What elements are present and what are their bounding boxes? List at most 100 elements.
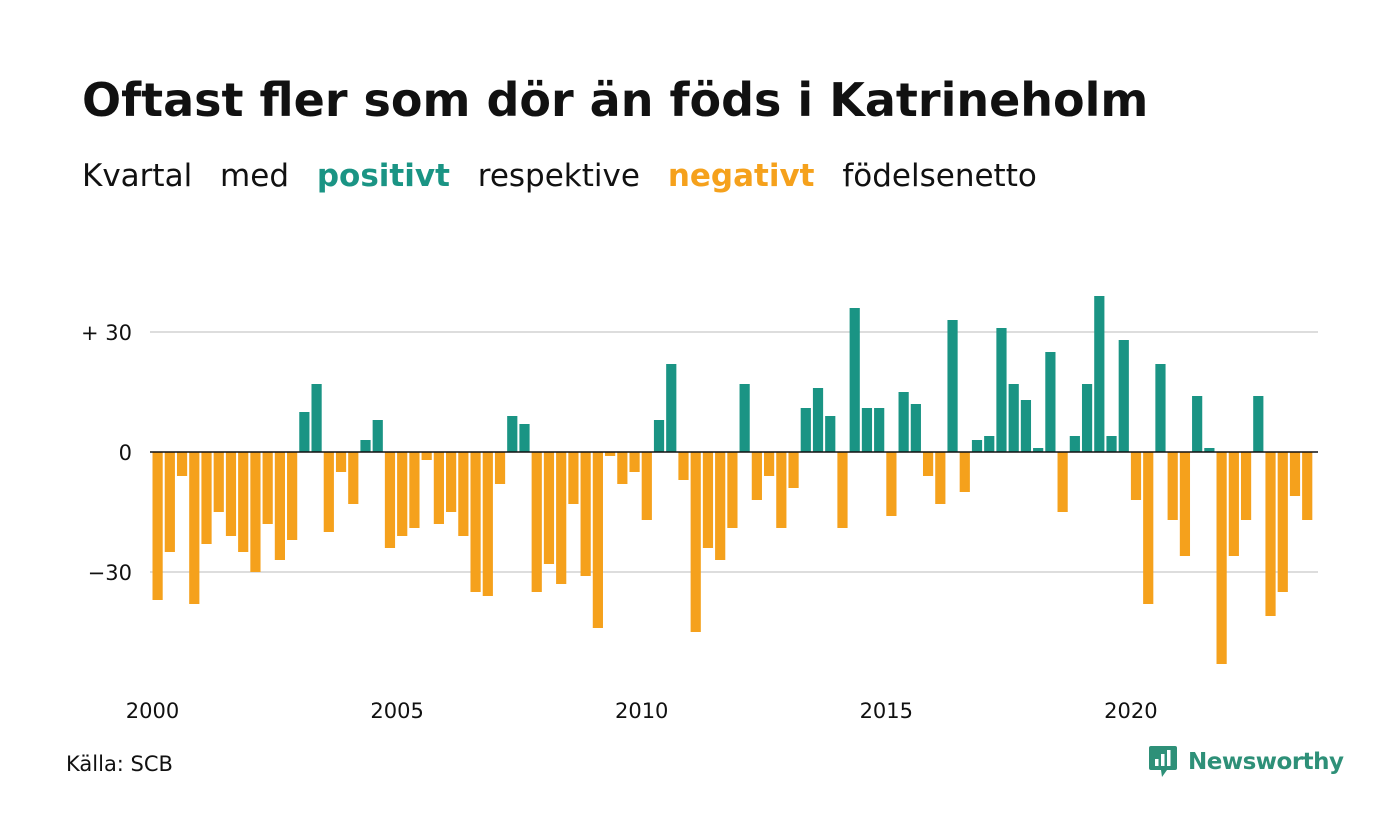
bar [397, 452, 408, 536]
y-tick-label: + 30 [81, 321, 132, 345]
bar [764, 452, 775, 476]
brand-name: Newsworthy [1188, 749, 1344, 775]
bar [274, 452, 285, 560]
bar [299, 412, 310, 452]
bar [592, 452, 603, 628]
bar [507, 416, 518, 452]
bar [812, 388, 824, 452]
subtitle-word-birth-net: födelsenetto [842, 158, 1037, 194]
bar [1033, 448, 1044, 452]
bar [1081, 384, 1093, 452]
bar [702, 452, 714, 548]
bar [384, 452, 396, 548]
bar [164, 452, 175, 552]
bar [739, 384, 750, 452]
bar [1020, 400, 1032, 452]
bar [849, 308, 860, 452]
bar [311, 384, 322, 452]
bar [225, 452, 237, 536]
bar [1277, 452, 1288, 592]
bar [935, 452, 946, 504]
bar [641, 452, 652, 520]
bar [1265, 452, 1276, 616]
bar [152, 452, 163, 600]
bar [910, 404, 921, 452]
bar [1302, 452, 1313, 520]
bar [250, 452, 261, 572]
x-tick-label: 2010 [615, 699, 668, 723]
bar [1253, 396, 1264, 452]
bar [519, 424, 530, 452]
bar [825, 416, 836, 452]
brand-logo-group: Newsworthy [1148, 742, 1344, 782]
bar [238, 452, 249, 552]
chart-title: Oftast fler som dör än föds i Katrinehol… [82, 73, 1149, 127]
bar [335, 452, 347, 472]
bar [715, 452, 726, 560]
bar [996, 328, 1007, 452]
bar [1192, 396, 1203, 452]
y-tick-label: −30 [88, 561, 132, 585]
bar [568, 452, 579, 504]
bar [678, 452, 689, 480]
bar [531, 452, 542, 592]
bar [470, 452, 481, 592]
bar [1204, 448, 1215, 452]
bar [861, 408, 873, 452]
subtitle-word-quarter: Kvartal [82, 158, 193, 194]
x-tick-label: 2000 [126, 699, 179, 723]
bar [666, 364, 677, 452]
bar [1216, 452, 1227, 664]
bar [727, 452, 738, 528]
bar [1155, 364, 1166, 452]
bar [458, 452, 469, 536]
bar [1118, 340, 1129, 452]
subtitle-negative-label: negativt [667, 158, 815, 194]
bar [690, 452, 701, 632]
bar [788, 452, 799, 488]
subtitle-word-respectively: respektive [477, 158, 640, 194]
bar [1008, 384, 1019, 452]
bar [800, 408, 811, 452]
bar [617, 452, 628, 484]
bar [433, 452, 444, 524]
bar [201, 452, 212, 544]
bar [372, 420, 383, 452]
bar [1069, 436, 1080, 452]
bar [776, 452, 787, 528]
bar [262, 452, 273, 524]
subtitle-positive-label: positivt [316, 158, 450, 194]
bar [409, 452, 420, 528]
bar [556, 452, 567, 584]
bar [176, 452, 188, 476]
bar [959, 452, 970, 492]
bar [1057, 452, 1068, 512]
subtitle-word-with: med [220, 158, 289, 194]
bar [213, 452, 224, 512]
bar [629, 452, 640, 472]
bar [984, 436, 995, 452]
bar [421, 452, 432, 460]
chart-subtitle: Kvartal med positivt respektive negativt… [82, 156, 1055, 196]
bar [323, 452, 334, 532]
bar [1289, 452, 1301, 496]
bar [874, 408, 885, 452]
bar [287, 452, 298, 540]
bar [1179, 452, 1191, 556]
bar [348, 452, 359, 504]
bar [947, 320, 958, 452]
bar [886, 452, 897, 516]
x-tick-label: 2015 [860, 699, 913, 723]
bar [1240, 452, 1252, 520]
bar [971, 440, 983, 452]
source-note: Källa: SCB [66, 752, 173, 776]
x-tick-label: 2005 [370, 699, 423, 723]
bar [1167, 452, 1178, 520]
bar [494, 452, 506, 484]
bar [605, 452, 616, 456]
bar [922, 452, 934, 476]
y-tick-label: 0 [119, 441, 132, 465]
bar [1228, 452, 1239, 556]
bar [1143, 452, 1154, 604]
